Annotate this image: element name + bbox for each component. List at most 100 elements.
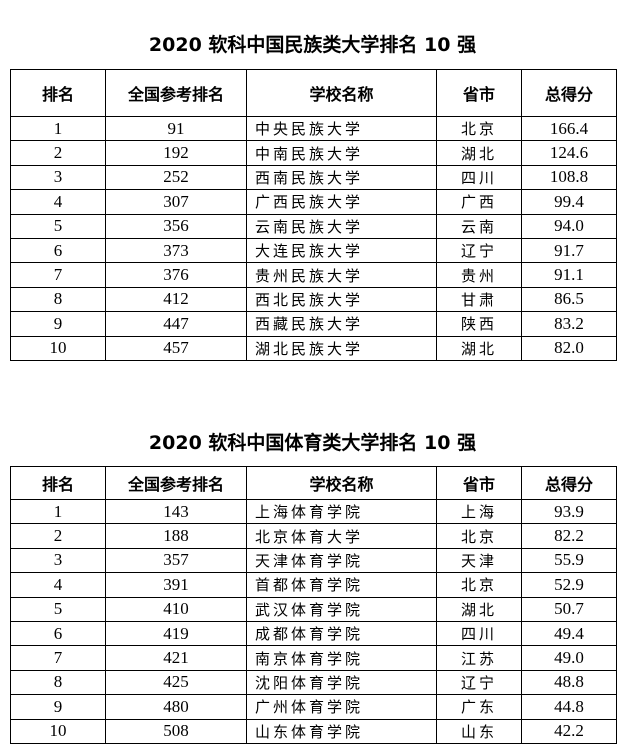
table-row: 5 410 武汉体育学院 湖北 50.7: [10, 596, 617, 622]
cell-province: 广东: [436, 694, 522, 720]
cell-total-score: 83.2: [521, 311, 617, 337]
cell-total-score: 50.7: [521, 596, 617, 622]
cell-school-name: 山东体育学院: [246, 718, 437, 744]
cell-school-name: 北京体育大学: [246, 523, 437, 549]
header-school-name: 学校名称: [246, 69, 437, 117]
header-total-score: 总得分: [521, 466, 617, 500]
cell-national-rank: 457: [105, 335, 247, 361]
cell-province: 湖北: [436, 335, 522, 361]
cell-province: 甘肃: [436, 286, 522, 313]
sports-university-ranking-table: 排名 全国参考排名 学校名称 省市 总得分 1 143 上海体育学院 上海 93.9 2 188 北京体…: [10, 466, 617, 744]
cell-rank: 4: [10, 189, 106, 215]
cell-rank: 3: [10, 164, 106, 191]
cell-national-rank: 192: [105, 140, 247, 166]
cell-total-score: 82.2: [521, 523, 617, 549]
cell-province: 北京: [436, 523, 522, 549]
cell-school-name: 西藏民族大学: [246, 311, 437, 337]
cell-national-rank: 188: [105, 523, 247, 549]
cell-school-name: 湖北民族大学: [246, 335, 437, 361]
cell-rank: 2: [10, 140, 106, 166]
cell-rank: 4: [10, 572, 106, 598]
cell-national-rank: 425: [105, 669, 247, 696]
cell-school-name: 西南民族大学: [246, 164, 437, 191]
header-school-name: 学校名称: [246, 466, 437, 500]
cell-total-score: 93.9: [521, 498, 617, 525]
cell-school-name: 中央民族大学: [246, 115, 437, 142]
cell-rank: 10: [10, 718, 106, 744]
table-row: 7 376 贵州民族大学 贵州 91.1: [10, 262, 617, 288]
cell-total-score: 55.9: [521, 547, 617, 574]
cell-total-score: 124.6: [521, 140, 617, 166]
cell-total-score: 91.7: [521, 237, 617, 264]
cell-national-rank: 419: [105, 620, 247, 647]
cell-total-score: 108.8: [521, 164, 617, 191]
cell-national-rank: 376: [105, 262, 247, 288]
cell-national-rank: 252: [105, 164, 247, 191]
cell-national-rank: 357: [105, 547, 247, 574]
cell-province: 北京: [436, 572, 522, 598]
table-row: 10 457 湖北民族大学 湖北 82.0: [10, 335, 617, 361]
table-row: 4 391 首都体育学院 北京 52.9: [10, 572, 617, 598]
cell-national-rank: 421: [105, 645, 247, 671]
cell-school-name: 武汉体育学院: [246, 596, 437, 622]
cell-school-name: 上海体育学院: [246, 498, 437, 525]
cell-national-rank: 480: [105, 694, 247, 720]
cell-rank: 9: [10, 311, 106, 337]
header-row: 排名 全国参考排名 学校名称 省市 总得分: [10, 69, 617, 117]
header-national-rank: 全国参考排名: [105, 466, 247, 500]
cell-school-name: 西北民族大学: [246, 286, 437, 313]
table-row: 4 307 广西民族大学 广西 99.4: [10, 189, 617, 215]
cell-school-name: 大连民族大学: [246, 237, 437, 264]
cell-province: 辽宁: [436, 669, 522, 696]
header-province: 省市: [436, 69, 522, 117]
table-row: 5 356 云南民族大学 云南 94.0: [10, 213, 617, 239]
cell-total-score: 42.2: [521, 718, 617, 744]
cell-total-score: 82.0: [521, 335, 617, 361]
cell-province: 天津: [436, 547, 522, 574]
cell-province: 贵州: [436, 262, 522, 288]
cell-province: 江苏: [436, 645, 522, 671]
cell-province: 辽宁: [436, 237, 522, 264]
cell-rank: 1: [10, 498, 106, 525]
header-national-rank: 全国参考排名: [105, 69, 247, 117]
table-row: 6 419 成都体育学院 四川 49.4: [10, 620, 617, 647]
cell-total-score: 94.0: [521, 213, 617, 239]
cell-national-rank: 307: [105, 189, 247, 215]
cell-province: 上海: [436, 498, 522, 525]
cell-rank: 8: [10, 669, 106, 696]
table-row: 9 480 广州体育学院 广东 44.8: [10, 694, 617, 720]
cell-province: 广西: [436, 189, 522, 215]
header-rank: 排名: [10, 69, 106, 117]
header-row: 排名 全国参考排名 学校名称 省市 总得分: [10, 466, 617, 500]
header-total-score: 总得分: [521, 69, 617, 117]
cell-national-rank: 447: [105, 311, 247, 337]
cell-national-rank: 391: [105, 572, 247, 598]
table-row: 8 425 沈阳体育学院 辽宁 48.8: [10, 669, 617, 696]
cell-rank: 2: [10, 523, 106, 549]
table-row: 7 421 南京体育学院 江苏 49.0: [10, 645, 617, 671]
table-row: 1 143 上海体育学院 上海 93.9: [10, 498, 617, 525]
cell-rank: 7: [10, 645, 106, 671]
table-row: 2 188 北京体育大学 北京 82.2: [10, 523, 617, 549]
cell-province: 云南: [436, 213, 522, 239]
cell-province: 湖北: [436, 140, 522, 166]
cell-school-name: 天津体育学院: [246, 547, 437, 574]
cell-rank: 1: [10, 115, 106, 142]
cell-school-name: 贵州民族大学: [246, 262, 437, 288]
table-title-ethnic: 2020 软科中国民族类大学排名 10 强: [148, 34, 477, 56]
cell-province: 北京: [436, 115, 522, 142]
cell-total-score: 86.5: [521, 286, 617, 313]
table-row: 3 252 西南民族大学 四川 108.8: [10, 164, 617, 191]
cell-province: 四川: [436, 164, 522, 191]
cell-rank: 10: [10, 335, 106, 361]
cell-total-score: 49.0: [521, 645, 617, 671]
table-row: 10 508 山东体育学院 山东 42.2: [10, 718, 617, 744]
table-row: 6 373 大连民族大学 辽宁 91.7: [10, 237, 617, 264]
cell-school-name: 中南民族大学: [246, 140, 437, 166]
cell-national-rank: 410: [105, 596, 247, 622]
cell-total-score: 48.8: [521, 669, 617, 696]
cell-school-name: 云南民族大学: [246, 213, 437, 239]
table-row: 9 447 西藏民族大学 陕西 83.2: [10, 311, 617, 337]
cell-rank: 6: [10, 620, 106, 647]
cell-rank: 3: [10, 547, 106, 574]
